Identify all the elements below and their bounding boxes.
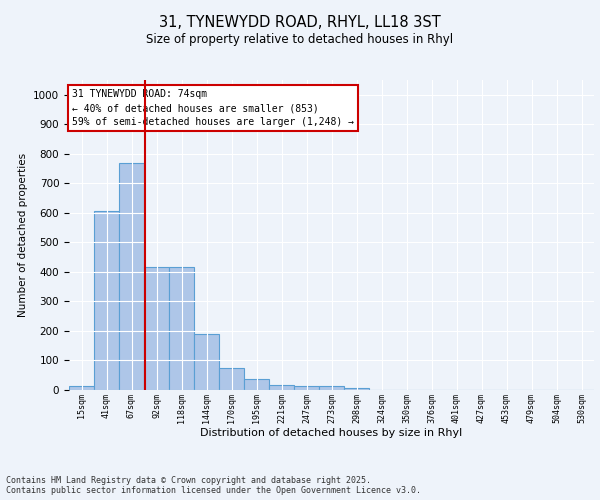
Bar bbox=[294, 386, 319, 390]
Bar bbox=[144, 268, 169, 390]
Bar bbox=[94, 212, 119, 390]
Bar bbox=[269, 384, 294, 390]
Text: 31 TYNEWYDD ROAD: 74sqm
← 40% of detached houses are smaller (853)
59% of semi-d: 31 TYNEWYDD ROAD: 74sqm ← 40% of detache… bbox=[71, 90, 353, 128]
X-axis label: Distribution of detached houses by size in Rhyl: Distribution of detached houses by size … bbox=[200, 428, 463, 438]
Bar bbox=[169, 268, 194, 390]
Text: 31, TYNEWYDD ROAD, RHYL, LL18 3ST: 31, TYNEWYDD ROAD, RHYL, LL18 3ST bbox=[159, 15, 441, 30]
Bar bbox=[344, 388, 369, 390]
Bar bbox=[69, 386, 94, 390]
Bar bbox=[319, 386, 344, 390]
Bar bbox=[194, 334, 219, 390]
Text: Size of property relative to detached houses in Rhyl: Size of property relative to detached ho… bbox=[146, 32, 454, 46]
Bar bbox=[119, 162, 144, 390]
Bar bbox=[244, 379, 269, 390]
Bar bbox=[219, 368, 244, 390]
Text: Contains HM Land Registry data © Crown copyright and database right 2025.
Contai: Contains HM Land Registry data © Crown c… bbox=[6, 476, 421, 495]
Y-axis label: Number of detached properties: Number of detached properties bbox=[17, 153, 28, 317]
